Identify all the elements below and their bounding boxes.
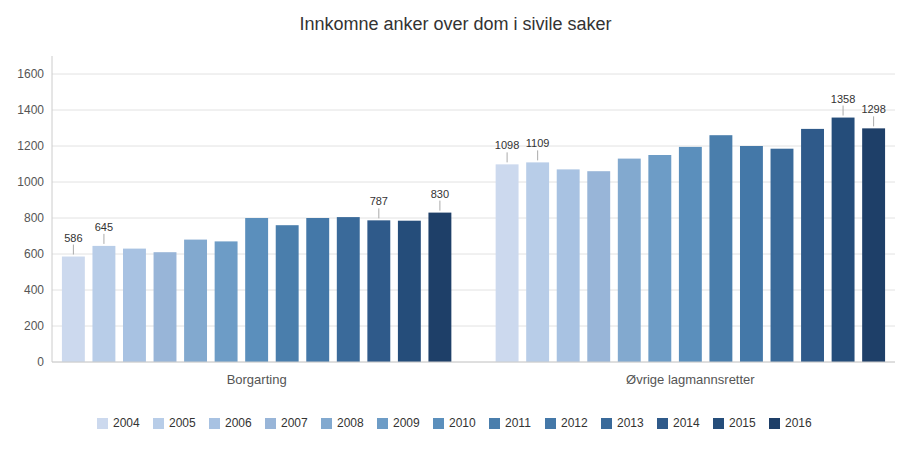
bar	[154, 252, 177, 362]
data-label: 787	[370, 195, 388, 207]
label-leader	[73, 245, 74, 255]
grid-line	[52, 110, 895, 111]
data-label: 1298	[861, 103, 885, 115]
legend-swatch	[601, 418, 612, 429]
y-tick-label: 1000	[17, 175, 44, 189]
bar	[587, 171, 610, 362]
legend-swatch	[489, 418, 500, 429]
bar	[618, 159, 641, 362]
label-leader	[378, 208, 379, 218]
legend-swatch	[657, 418, 668, 429]
grid-line	[52, 74, 895, 75]
y-tick-label: 0	[37, 355, 44, 369]
legend-swatch	[545, 418, 556, 429]
bar	[92, 246, 115, 362]
grid-line	[52, 254, 895, 255]
legend-swatch	[321, 418, 332, 429]
legend-label: 2014	[673, 416, 700, 430]
bar	[740, 146, 763, 362]
bar	[557, 169, 580, 362]
y-axis-line	[52, 56, 53, 362]
grid-line	[52, 182, 895, 183]
x-axis-line	[52, 362, 895, 363]
label-leader	[439, 201, 440, 211]
label-leader	[507, 152, 508, 162]
y-tick-label: 200	[24, 319, 44, 333]
label-leader	[873, 116, 874, 126]
legend-label: 2005	[169, 416, 196, 430]
bar	[245, 218, 268, 362]
y-tick-label: 400	[24, 283, 44, 297]
bars	[62, 118, 885, 362]
grid	[52, 74, 895, 362]
label-leader	[843, 106, 844, 116]
category-label: Borgarting	[227, 372, 287, 387]
legend-swatch	[377, 418, 388, 429]
label-leader	[537, 150, 538, 160]
legend-label: 2007	[281, 416, 308, 430]
legend-label: 2004	[113, 416, 140, 430]
bar	[496, 164, 519, 362]
bar	[337, 217, 360, 362]
chart: Innkomne anker over dom i sivile saker 0 2…	[0, 0, 911, 457]
legend-swatch	[153, 418, 164, 429]
bar	[679, 147, 702, 362]
bar	[771, 149, 794, 362]
grid-line	[52, 326, 895, 327]
bar	[801, 129, 824, 362]
legend-label: 2006	[225, 416, 252, 430]
grid-line	[52, 290, 895, 291]
data-label: 830	[431, 188, 449, 200]
value-labels: 586 1098 645 1109 787 1358 830 1298	[64, 93, 886, 255]
y-tick-label: 800	[24, 211, 44, 225]
bar	[123, 249, 146, 362]
label-leader	[103, 234, 104, 244]
legend-swatch	[265, 418, 276, 429]
grid-line	[52, 146, 895, 147]
bar	[62, 257, 85, 362]
bar	[709, 135, 732, 362]
legend-label: 2015	[729, 416, 756, 430]
bar	[832, 118, 855, 362]
title: Innkomne anker over dom i sivile saker	[299, 14, 611, 34]
data-label: 1358	[831, 93, 855, 105]
grid-line	[52, 218, 895, 219]
legend-label: 2013	[617, 416, 644, 430]
y-tick-label: 1200	[17, 139, 44, 153]
legend-label: 2008	[337, 416, 364, 430]
data-label: 1109	[526, 137, 550, 149]
y-tick-label: 1600	[17, 67, 44, 81]
legend-label: 2012	[561, 416, 588, 430]
bar	[306, 218, 329, 362]
legend-swatch	[713, 418, 724, 429]
data-label: 586	[64, 232, 82, 244]
category-label: Øvrige lagmannsretter	[626, 372, 755, 387]
bar	[862, 128, 885, 362]
grid-line	[52, 362, 895, 363]
bar	[367, 220, 390, 362]
legend-label: 2011	[505, 416, 531, 430]
legend-swatch	[769, 418, 780, 429]
legend-swatch	[97, 418, 108, 429]
y-tick-label: 600	[24, 247, 44, 261]
bar	[184, 240, 207, 362]
y-tick-label: 1400	[17, 103, 44, 117]
legend: 2004 2005 2006 2007 2008 2009 2010 2011 2012 2013…	[97, 416, 812, 430]
data-label: 1098	[495, 139, 519, 151]
legend-label: 2016	[785, 416, 812, 430]
bar	[276, 225, 299, 362]
bar	[648, 155, 671, 362]
legend-swatch	[209, 418, 220, 429]
bar	[428, 213, 451, 362]
legend-label: 2010	[449, 416, 476, 430]
legend-label: 2009	[393, 416, 420, 430]
bar	[398, 221, 421, 362]
bar	[215, 241, 238, 362]
bar	[526, 162, 549, 362]
page: {"chart_data": {"type": "bar", "title": …	[0, 0, 911, 457]
data-label: 645	[95, 221, 113, 233]
legend-swatch	[433, 418, 444, 429]
